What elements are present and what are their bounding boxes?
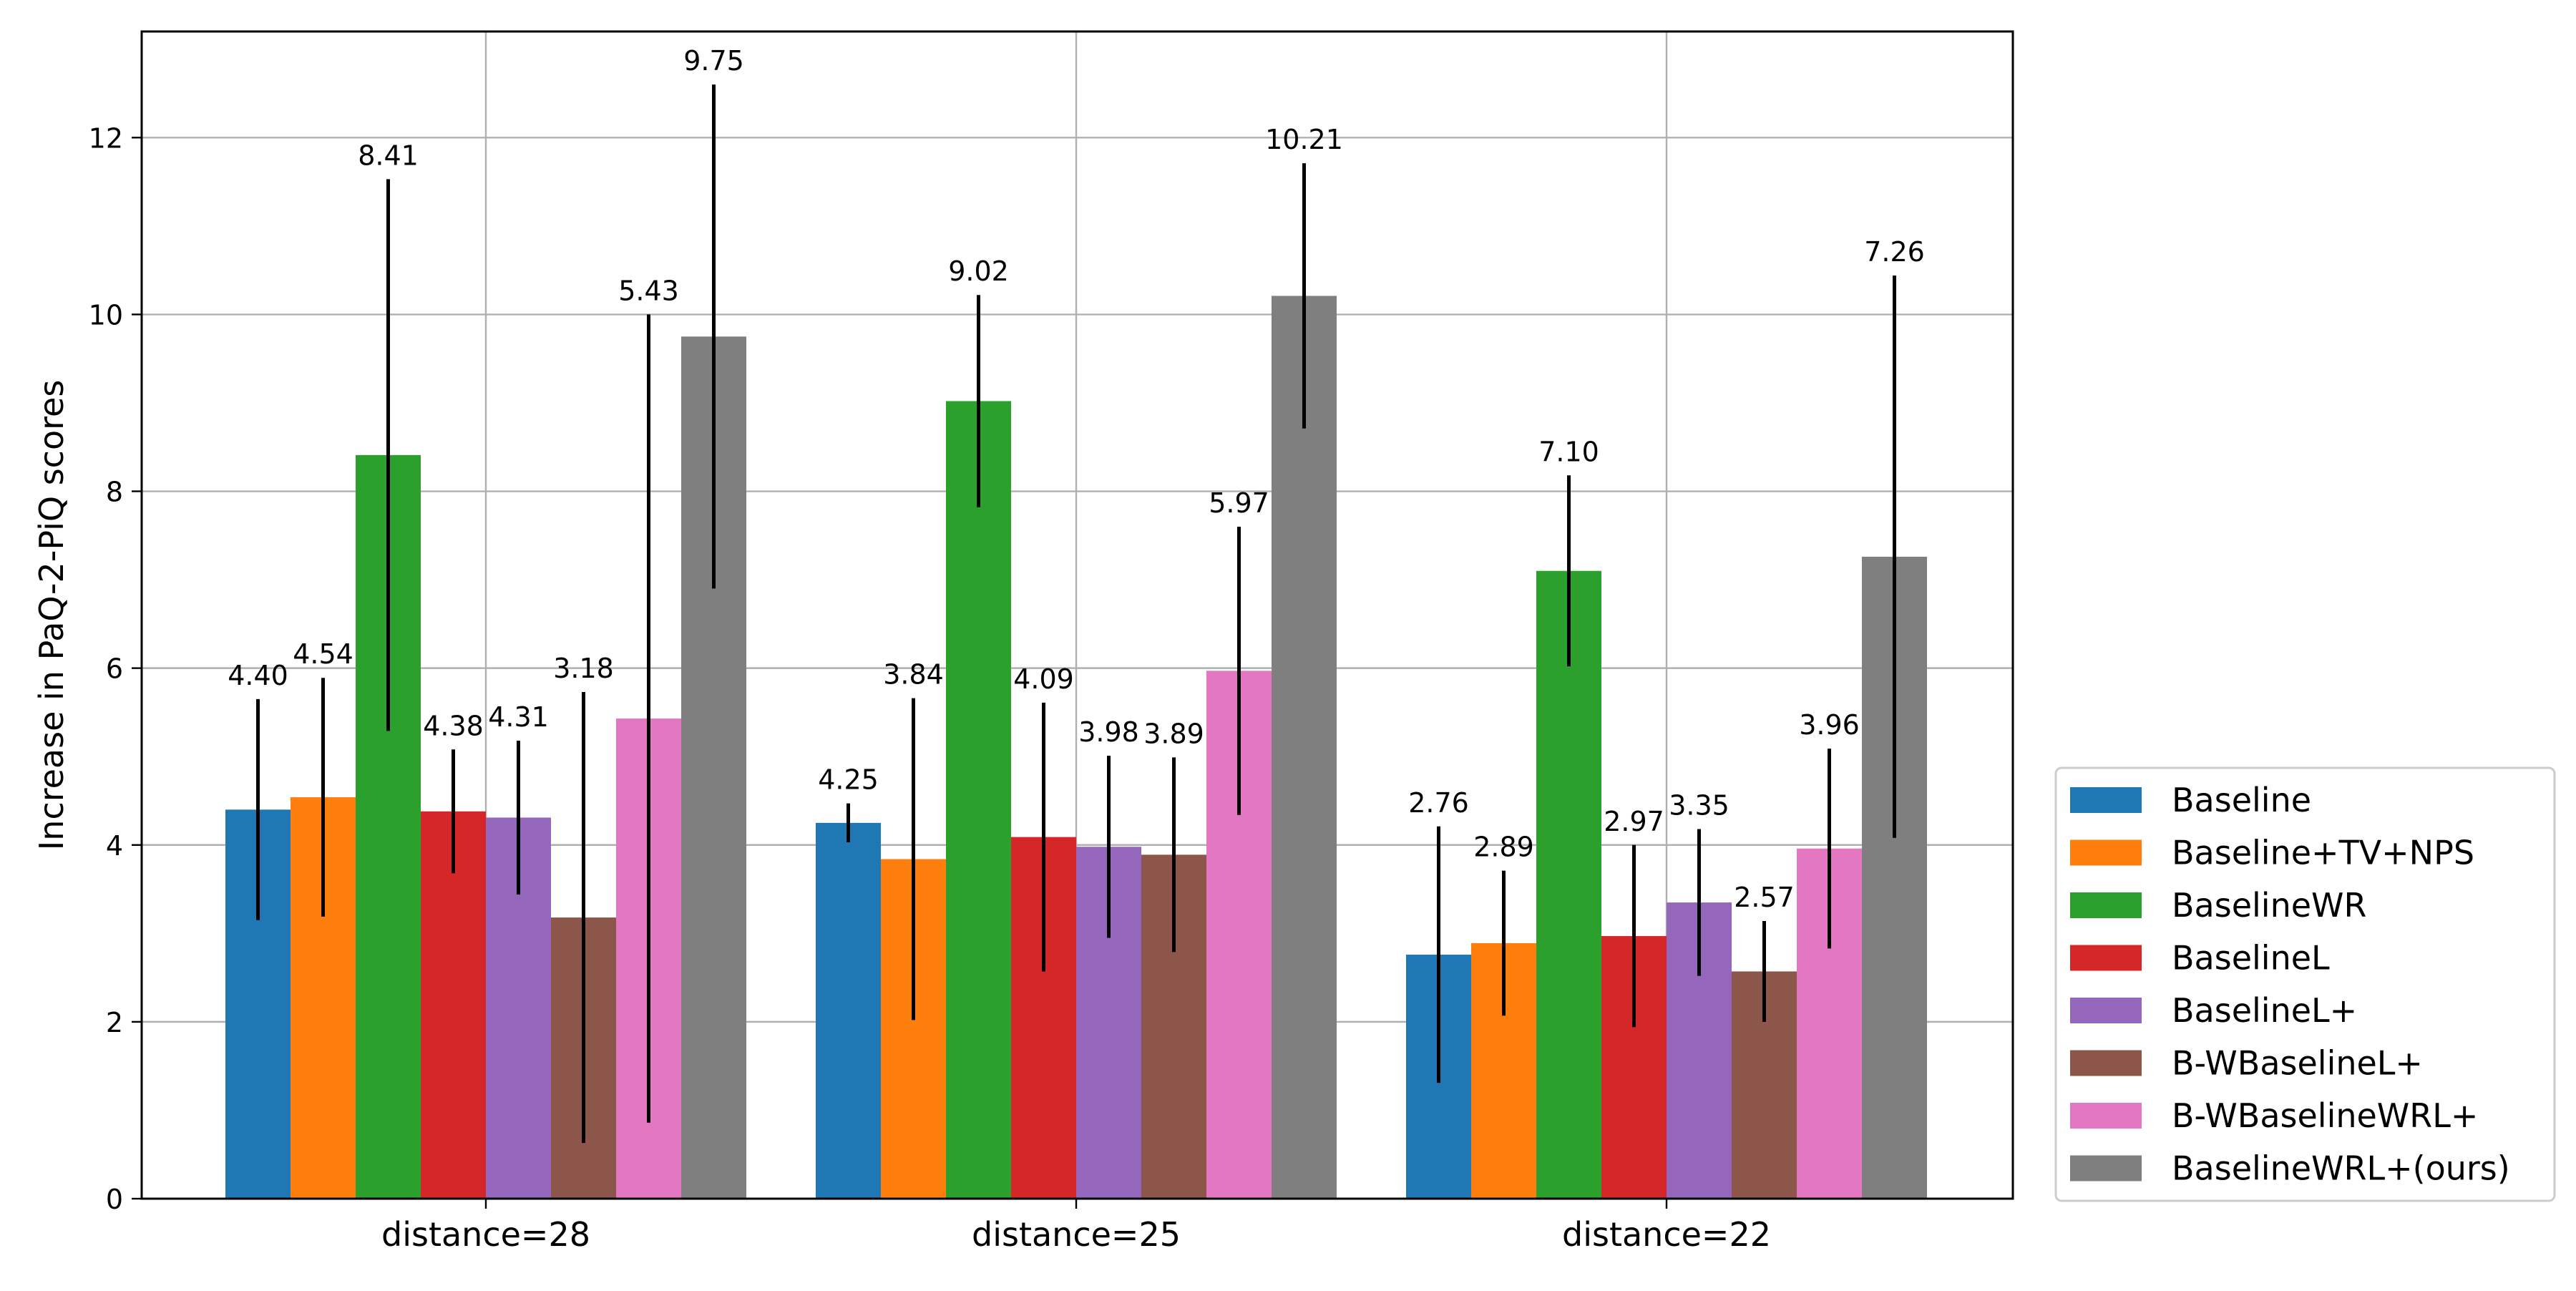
y-tick-label: 10	[89, 299, 123, 331]
data-label: 4.54	[293, 638, 353, 670]
error-bars-layer	[256, 84, 1896, 1144]
x-tick-label: distance=25	[972, 1215, 1181, 1254]
legend-label: B-WBaselineL+	[2172, 1044, 2423, 1083]
data-label: 8.41	[358, 140, 419, 171]
legend-swatch	[2070, 945, 2142, 971]
y-tick-label: 8	[106, 477, 123, 508]
bar	[1536, 570, 1601, 1199]
data-labels-layer: 4.40 4.25 2.76 4.54 3.84 2.89 8.41 9.02 7.10 4.38…	[228, 45, 1925, 913]
bar	[816, 822, 881, 1199]
y-tick-label: 6	[106, 653, 123, 685]
y-tick-label: 12	[89, 122, 123, 154]
data-label: 2.89	[1473, 832, 1534, 863]
legend-label: BaselineWRL+(ours)	[2172, 1149, 2510, 1188]
legend-swatch	[2070, 787, 2142, 813]
data-label: 10.21	[1265, 124, 1343, 155]
bars-layer	[225, 296, 1927, 1199]
data-label: 9.75	[683, 45, 744, 77]
legend-items: Baseline Baseline+TV+NPS BaselineWR Baselin…	[2070, 781, 2510, 1188]
legend-label: BaselineL	[2172, 939, 2330, 978]
data-label: 3.89	[1143, 718, 1204, 749]
y-tick-label: 0	[106, 1184, 123, 1215]
data-label: 4.09	[1013, 663, 1074, 695]
legend: Baseline Baseline+TV+NPS BaselineWR Baselin…	[2054, 766, 2556, 1202]
data-label: 3.35	[1669, 790, 1729, 822]
data-label: 4.25	[818, 764, 879, 796]
data-label: 4.40	[228, 660, 288, 691]
x-tick-label: distance=28	[381, 1215, 590, 1254]
legend-swatch	[2070, 1050, 2142, 1076]
plot-frame	[140, 30, 2014, 1200]
legend-label: Baseline+TV+NPS	[2172, 834, 2474, 872]
bar	[946, 401, 1011, 1199]
legend-label: BaselineL+	[2172, 991, 2357, 1030]
legend-frame	[2054, 766, 2556, 1202]
data-label: 2.76	[1408, 787, 1469, 819]
data-label: 3.18	[553, 653, 614, 684]
legend-swatch	[2070, 1103, 2142, 1129]
data-label: 7.10	[1538, 436, 1599, 467]
legend-label: BaselineWR	[2172, 886, 2366, 925]
data-label: 4.38	[423, 710, 484, 741]
legend-swatch	[2070, 892, 2142, 918]
data-label: 7.26	[1864, 236, 1925, 268]
data-label: 4.31	[488, 701, 549, 733]
bar	[1272, 296, 1337, 1199]
legend-label: Baseline	[2172, 781, 2311, 819]
legend-swatch	[2070, 1155, 2142, 1182]
data-label: 9.02	[948, 255, 1009, 287]
data-label: 2.57	[1734, 882, 1795, 913]
legend-label: B-WBaselineWRL+	[2172, 1096, 2478, 1135]
x-tick-label: distance=22	[1562, 1215, 1771, 1254]
data-label: 5.43	[618, 275, 679, 306]
y-tick-label: 4	[106, 830, 123, 862]
data-label: 2.97	[1604, 806, 1664, 837]
y-axis: 0 2 4 6 8 10 12	[89, 122, 142, 1215]
data-label: 3.98	[1078, 716, 1139, 748]
legend-swatch	[2070, 998, 2142, 1023]
y-axis-label: Increase in PaQ-2-PiQ scores	[32, 380, 71, 851]
bar	[421, 811, 486, 1199]
data-label: 5.97	[1209, 487, 1269, 519]
x-axis: distance=28 distance=25 distance=22	[381, 1199, 1771, 1254]
y-tick-label: 2	[106, 1007, 123, 1038]
legend-swatch	[2070, 839, 2142, 866]
data-label: 3.96	[1799, 709, 1860, 741]
data-label: 3.84	[883, 659, 944, 691]
